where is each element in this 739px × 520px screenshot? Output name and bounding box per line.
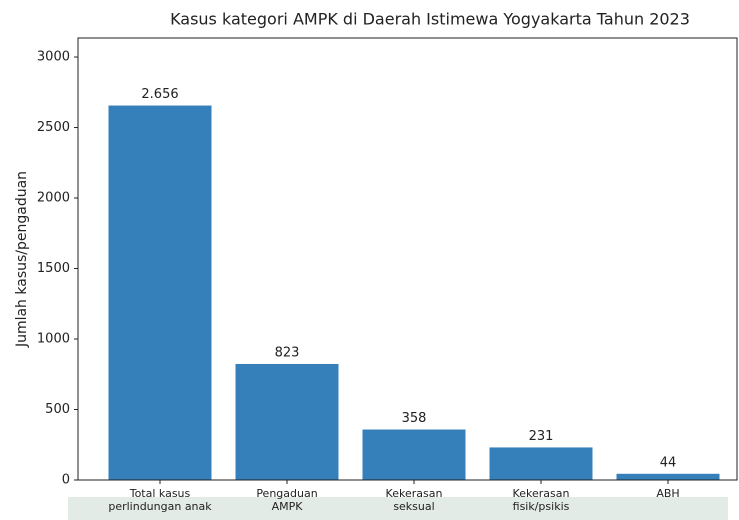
y-tick-label: 1000 <box>37 332 70 347</box>
value-label: 44 <box>660 455 677 470</box>
chart-title: Kasus kategori AMPK di Daerah Istimewa Y… <box>170 10 690 29</box>
x-tick-label: AMPK <box>272 500 304 513</box>
bar <box>616 473 720 480</box>
value-label: 231 <box>529 429 554 444</box>
bar <box>108 105 212 480</box>
x-tick-label: ABH <box>656 487 679 500</box>
x-tick-label: seksual <box>393 500 434 513</box>
x-tick-label: perlindungan anak <box>108 500 212 513</box>
x-tick-label: Total kasus <box>129 487 191 500</box>
y-tick-label: 1500 <box>37 261 70 276</box>
y-axis-label: Jumlah kasus/pengaduan <box>14 171 30 348</box>
x-tick-label: Pengaduan <box>256 487 317 500</box>
y-tick-label: 500 <box>45 402 70 417</box>
watermark-band <box>68 497 728 520</box>
bar <box>489 447 593 480</box>
x-tick-label: Kekerasan <box>386 487 443 500</box>
y-tick-label: 2000 <box>37 191 70 206</box>
y-tick-label: 0 <box>62 473 70 488</box>
x-tick-label: Kekerasan <box>513 487 570 500</box>
bar <box>235 363 339 480</box>
value-label: 2.656 <box>141 87 178 102</box>
bar <box>362 429 466 480</box>
value-label: 358 <box>402 411 427 426</box>
y-tick-label: 2500 <box>37 120 70 135</box>
y-tick-label: 3000 <box>37 50 70 65</box>
value-label: 823 <box>275 345 300 360</box>
x-tick-label: fisik/psikis <box>513 500 570 513</box>
plot-frame <box>77 37 738 481</box>
